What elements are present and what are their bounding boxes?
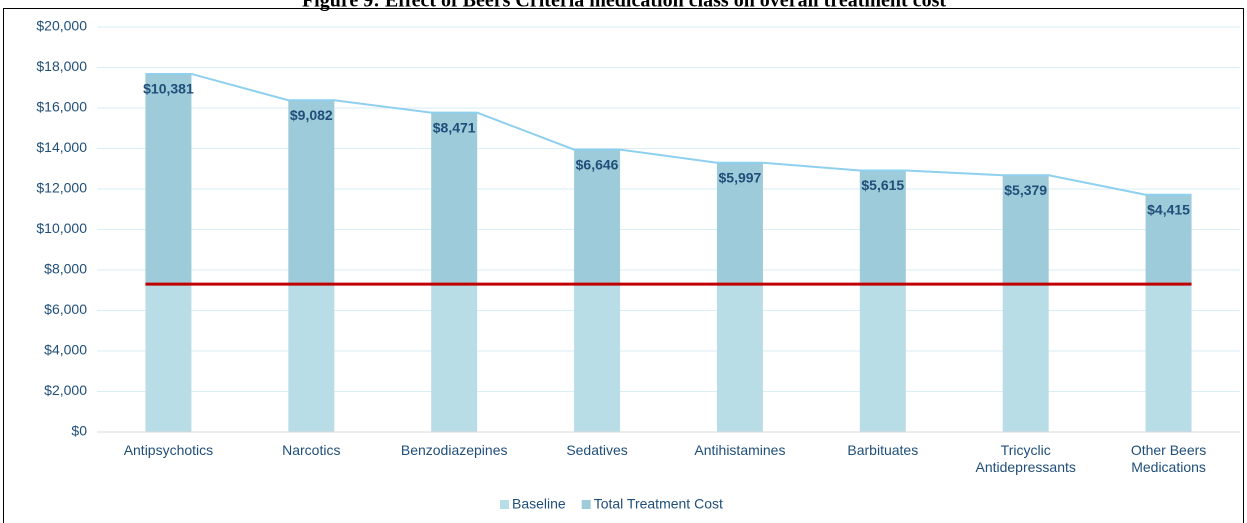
bar-segment	[431, 284, 478, 432]
legend-label: Baseline	[512, 496, 566, 512]
total-line	[145, 72, 1192, 196]
bar-segment	[1145, 284, 1192, 432]
y-tick-label: $20,000	[36, 18, 87, 34]
data-label: $10,381	[143, 81, 194, 97]
y-tick-label: $16,000	[36, 99, 87, 115]
x-tick-label: Antihistamines	[694, 442, 786, 458]
data-label: $8,471	[433, 119, 476, 135]
chart-title: Figure 9: Effect of Beers Criteria medic…	[302, 0, 946, 12]
bar-segment	[716, 162, 763, 285]
bar-segment	[288, 100, 335, 285]
x-tick-label: Other Beers Medications	[1130, 442, 1207, 475]
legend-swatch	[581, 500, 591, 509]
data-label: $4,415	[1147, 201, 1190, 217]
bar-segment	[859, 170, 906, 285]
bar-segment	[145, 73, 192, 285]
data-label: $5,615	[861, 177, 904, 193]
bar-segment	[574, 149, 621, 285]
y-tick-label: $18,000	[36, 58, 87, 74]
bar-segment	[716, 284, 763, 432]
x-tick-label: Sedatives	[566, 442, 628, 458]
data-label: $5,379	[1004, 182, 1047, 198]
bar-segment	[1002, 175, 1049, 285]
y-tick-label: $4,000	[44, 342, 87, 358]
y-tick-label: $12,000	[36, 180, 87, 196]
data-label: $6,646	[576, 156, 619, 172]
bar-segment	[574, 284, 621, 432]
frame	[3, 8, 1244, 523]
y-tick-label: $10,000	[36, 220, 87, 236]
x-tick-label: Tricyclic Antidepressants	[975, 442, 1076, 475]
x-tick-label: Barbituates	[847, 442, 919, 458]
bar-segment	[431, 112, 478, 285]
y-tick-label: $0	[71, 423, 87, 439]
bar-segment	[859, 284, 906, 432]
y-tick-label: $2,000	[44, 382, 87, 398]
y-tick-label: $6,000	[44, 301, 87, 317]
data-label: $5,997	[719, 169, 762, 185]
legend-swatch	[500, 500, 509, 509]
x-tick-label: Narcotics	[282, 442, 341, 458]
x-tick-label: Benzodiazepines	[400, 442, 508, 458]
data-label: $9,082	[290, 107, 333, 123]
bar-segment	[1145, 194, 1192, 285]
bar-segment	[288, 284, 335, 432]
y-tick-label: $8,000	[44, 261, 87, 277]
x-tick-label: Antipsychotics	[123, 442, 214, 458]
legend-label: Total Treatment Cost	[594, 496, 723, 512]
bar-segment	[1002, 284, 1049, 432]
y-tick-label: $14,000	[36, 139, 87, 155]
bar-segment	[145, 284, 192, 432]
